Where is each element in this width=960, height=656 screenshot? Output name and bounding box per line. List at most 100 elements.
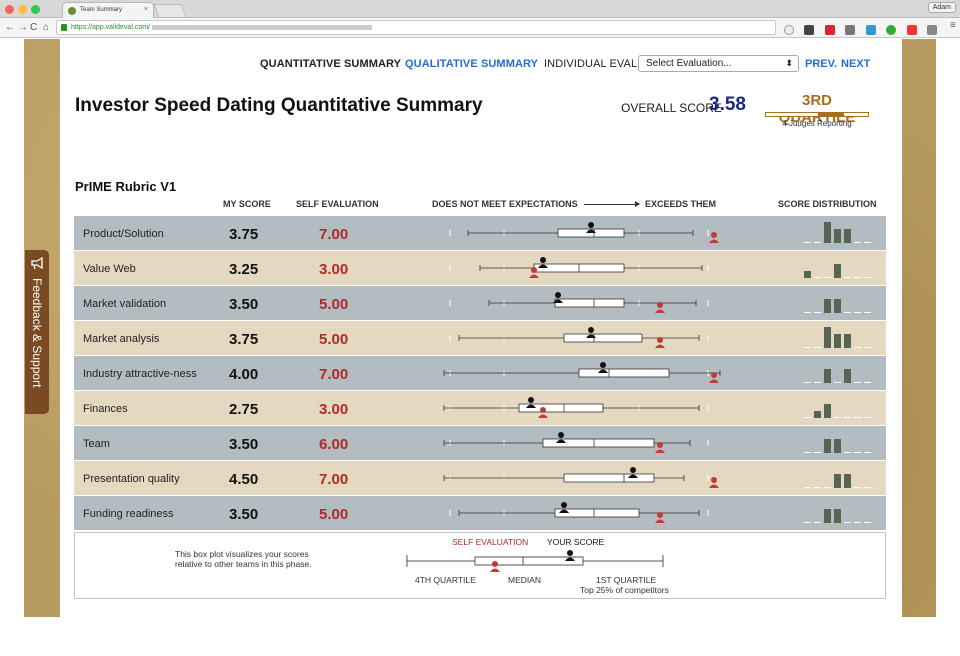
distribution-bar bbox=[854, 452, 861, 453]
maximize-window-icon[interactable] bbox=[31, 5, 40, 14]
distribution-bar bbox=[804, 382, 811, 383]
box-plot bbox=[443, 467, 719, 488]
my-score-marker bbox=[628, 467, 638, 478]
legend-q1: 1ST QUARTILE bbox=[596, 575, 657, 585]
distribution-bar bbox=[814, 347, 821, 348]
box-plot bbox=[449, 502, 709, 523]
score-distribution bbox=[804, 404, 871, 418]
self-score-marker bbox=[538, 407, 548, 418]
distribution-bar bbox=[844, 334, 851, 348]
table-row: Value Web 3.25 3.00 bbox=[74, 251, 886, 286]
iqr-box bbox=[563, 333, 643, 343]
my-score: 3.75 bbox=[229, 331, 259, 348]
self-score: 6.00 bbox=[319, 436, 349, 453]
distribution-bar bbox=[824, 439, 831, 453]
extension-icon[interactable] bbox=[824, 24, 835, 35]
legend-your-label: YOUR SCORE bbox=[547, 537, 605, 547]
feedback-tab[interactable]: Feedback & Support bbox=[25, 250, 49, 414]
close-window-icon[interactable] bbox=[5, 5, 14, 14]
table-row: Product/Solution 3.75 7.00 bbox=[74, 216, 886, 251]
extension-icon[interactable] bbox=[865, 24, 876, 35]
reload-icon[interactable]: C bbox=[30, 22, 38, 33]
judges-count: 4 Judges Reporting bbox=[782, 119, 852, 128]
self-score-marker bbox=[655, 442, 665, 453]
rubric-name: PrIME Rubric V1 bbox=[75, 179, 177, 194]
legend-self-icon bbox=[490, 561, 500, 572]
forward-icon[interactable]: → bbox=[18, 22, 28, 33]
my-score-marker bbox=[598, 362, 608, 373]
my-score-marker bbox=[586, 327, 596, 338]
distribution-bar bbox=[814, 242, 821, 243]
profile-button[interactable]: Adam bbox=[927, 2, 956, 13]
close-tab-icon[interactable]: × bbox=[143, 6, 148, 13]
extension-icon[interactable] bbox=[886, 24, 897, 35]
zoom-icon[interactable] bbox=[784, 24, 794, 35]
legend-panel: This box plot visualizes your scores rel… bbox=[74, 532, 886, 599]
distribution-bar bbox=[814, 312, 821, 313]
score-distribution bbox=[804, 439, 871, 453]
criterion-label: Funding readiness bbox=[83, 508, 174, 520]
distribution-bar bbox=[854, 312, 861, 313]
col-score-distribution: SCORE DISTRIBUTION bbox=[778, 199, 877, 209]
distribution-bar bbox=[864, 242, 871, 243]
col-range-right: EXCEEDS THEM bbox=[645, 199, 717, 209]
table-row: Team 3.50 6.00 bbox=[74, 426, 886, 461]
iqr-box bbox=[563, 473, 655, 483]
address-bar[interactable]: https://app.valideval.com/ bbox=[56, 20, 776, 35]
evaluation-select[interactable]: Select Evaluation... ⬍ bbox=[638, 55, 799, 72]
self-score: 7.00 bbox=[319, 366, 349, 383]
distribution-bar bbox=[824, 369, 831, 383]
next-link[interactable]: NEXT bbox=[841, 58, 871, 70]
iqr-box bbox=[554, 298, 625, 308]
extension-icon[interactable] bbox=[804, 24, 815, 35]
legend-median: MEDIAN bbox=[508, 575, 542, 585]
minimize-window-icon[interactable] bbox=[18, 5, 27, 14]
criterion-label: Team bbox=[83, 438, 110, 450]
legend-boxplot bbox=[406, 550, 664, 572]
extension-icon[interactable] bbox=[927, 24, 938, 35]
criterion-label: Presentation quality bbox=[83, 473, 180, 485]
prev-link[interactable]: PREV. bbox=[805, 58, 838, 70]
distribution-bar bbox=[854, 487, 861, 488]
browser-tab[interactable]: Team Summary × bbox=[62, 2, 154, 18]
self-score: 3.00 bbox=[319, 401, 349, 418]
tab-quantitative-summary[interactable]: QUANTITATIVE SUMMARY bbox=[260, 58, 402, 70]
feedback-label: Feedback & Support bbox=[30, 278, 44, 388]
distribution-bar bbox=[834, 299, 841, 313]
distribution-bar bbox=[844, 312, 851, 313]
distribution-bar bbox=[804, 522, 811, 523]
extension-icon[interactable] bbox=[845, 24, 856, 35]
legend-text: This box plot visualizes your scores rel… bbox=[175, 549, 312, 569]
range-arrow bbox=[584, 201, 640, 207]
tab-bar: Team Summary × Adam bbox=[0, 0, 960, 18]
distribution-bar bbox=[814, 487, 821, 488]
my-score: 4.50 bbox=[229, 471, 259, 488]
my-score: 3.50 bbox=[229, 506, 259, 523]
box-plot bbox=[449, 327, 709, 348]
score-distribution bbox=[804, 222, 871, 243]
distribution-bar bbox=[844, 452, 851, 453]
overall-score-label: OVERALL SCORE bbox=[621, 101, 722, 115]
distribution-bar bbox=[824, 327, 831, 348]
self-score: 5.00 bbox=[319, 331, 349, 348]
self-score-marker bbox=[529, 267, 539, 278]
legend-your-icon bbox=[565, 550, 575, 561]
extension-icon[interactable] bbox=[906, 24, 917, 35]
my-score: 3.50 bbox=[229, 296, 259, 313]
distribution-bar bbox=[844, 369, 851, 383]
criterion-label: Value Web bbox=[83, 263, 136, 275]
distribution-bar bbox=[824, 509, 831, 523]
legend-q4: 4TH QUARTILE bbox=[415, 575, 476, 585]
distribution-bar bbox=[854, 347, 861, 348]
back-icon[interactable]: ← bbox=[5, 22, 15, 33]
table-row: Finances 2.75 3.00 bbox=[74, 391, 886, 426]
home-icon[interactable]: ⌂ bbox=[43, 22, 50, 33]
distribution-bar bbox=[814, 452, 821, 453]
tab-qualitative-summary[interactable]: QUALITATIVE SUMMARY bbox=[405, 58, 539, 70]
distribution-bar bbox=[864, 487, 871, 488]
self-score: 7.00 bbox=[319, 226, 349, 243]
menu-icon[interactable]: ≡ bbox=[950, 20, 956, 31]
box-plot bbox=[443, 362, 721, 383]
new-tab-button[interactable] bbox=[153, 4, 187, 17]
distribution-bar bbox=[824, 222, 831, 243]
